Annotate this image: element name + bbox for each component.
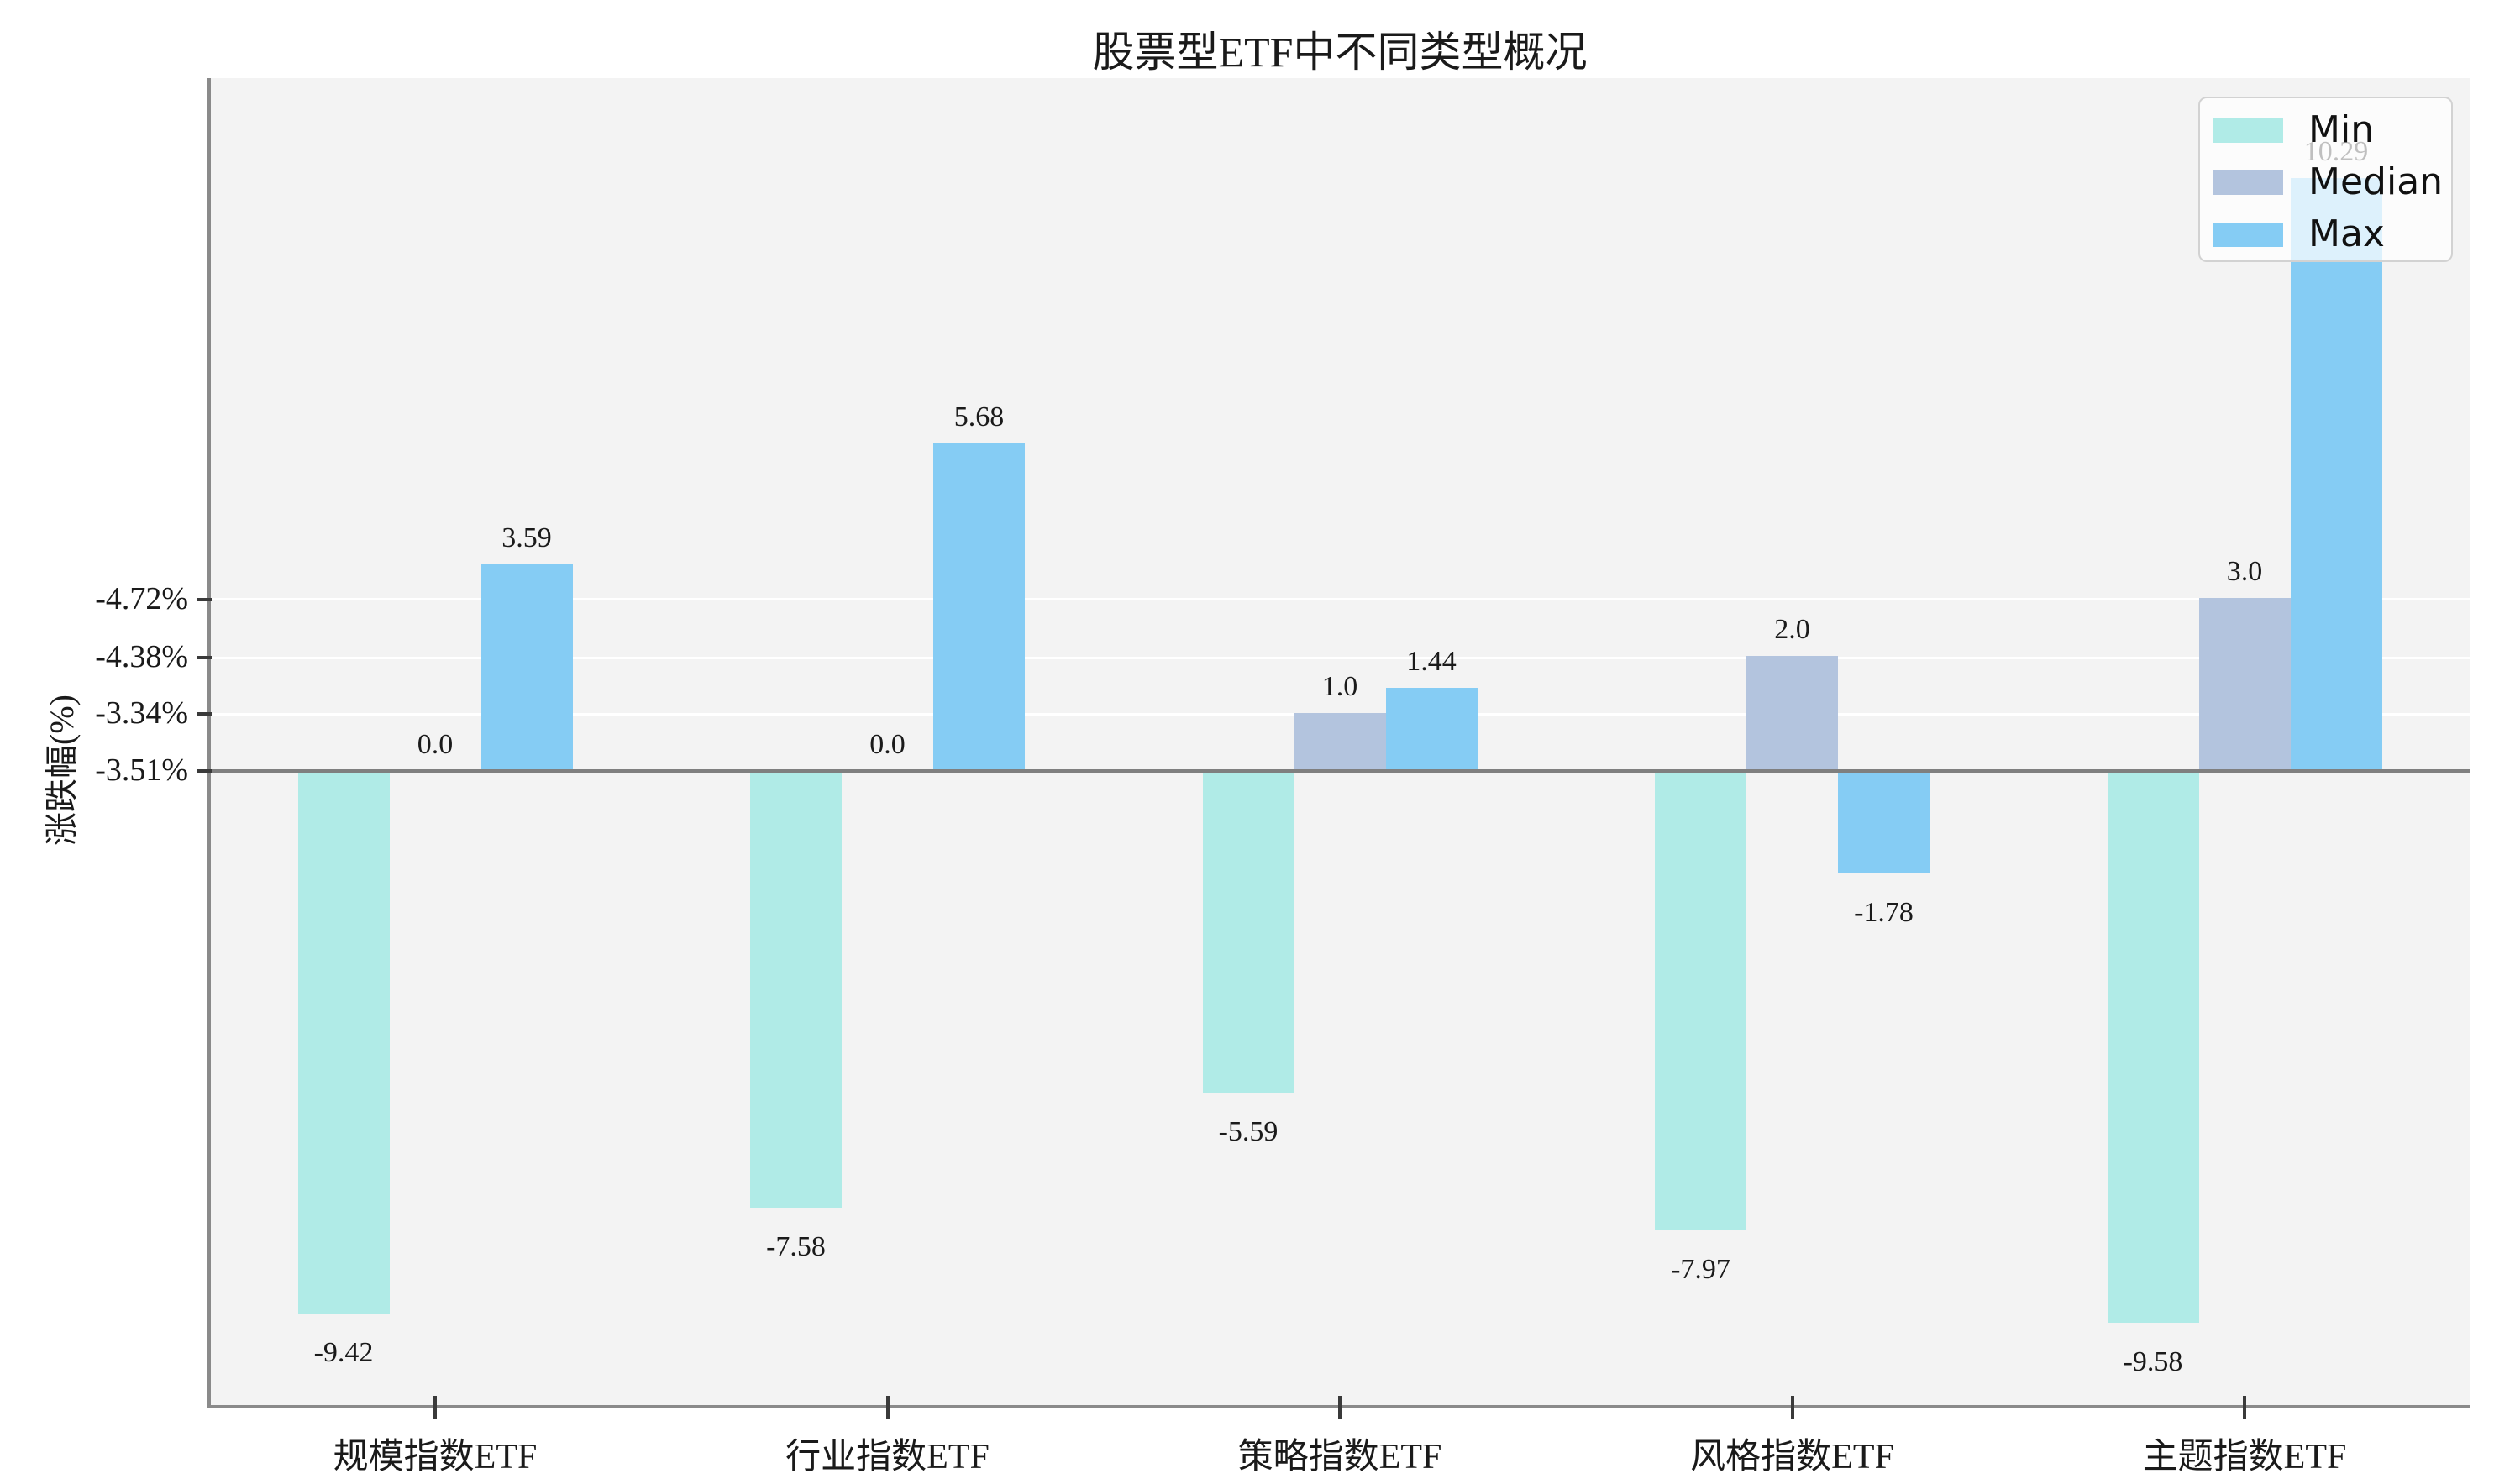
bar-value-label: -7.58 (766, 1230, 826, 1262)
bar-max (480, 564, 573, 771)
bar-min (1202, 771, 1294, 1093)
bar-value-label: 3.0 (2226, 556, 2263, 588)
bar-value-label: 3.59 (501, 522, 552, 553)
y-tick-label: -3.34% (95, 695, 188, 731)
bar-value-label: -9.58 (2123, 1346, 2183, 1378)
y-tick-mark (197, 656, 212, 659)
legend-swatch-min (2213, 118, 2283, 143)
bar-value-label: -1.78 (1854, 897, 1914, 929)
bar-value-label: -9.42 (313, 1337, 374, 1369)
y-tick-mark (197, 598, 212, 601)
bar-median (2198, 598, 2291, 771)
y-tick-label: -3.51% (95, 752, 188, 788)
bar-min (2107, 771, 2199, 1324)
legend-item-median: Median (2213, 164, 2443, 201)
x-tick-mark (433, 1396, 437, 1419)
y-tick-mark (197, 769, 212, 773)
bar-max (1838, 771, 1930, 874)
zero-line (210, 769, 2470, 773)
bar-min (297, 771, 390, 1314)
bar-min (750, 771, 842, 1208)
bar-max (1385, 688, 1478, 771)
y-tick-mark (197, 712, 212, 716)
legend-label: Median (2308, 160, 2444, 203)
legend-item-min: Min (2213, 112, 2374, 149)
x-tick-label: 风格指数ETF (1690, 1438, 1894, 1476)
bar-median (1746, 655, 1838, 771)
x-tick-mark (2243, 1396, 2246, 1419)
bar-max (2290, 178, 2382, 771)
x-tick-label: 行业指数ETF (785, 1438, 990, 1476)
bar-min (1655, 771, 1746, 1230)
x-tick-label: 策略指数ETF (1237, 1438, 1442, 1476)
legend-label: Max (2308, 212, 2385, 255)
bar-value-label: 5.68 (953, 401, 1005, 433)
gridline (210, 598, 2470, 600)
bar-value-label: 1.0 (1321, 671, 1358, 703)
legend-swatch-median (2213, 170, 2283, 195)
bar-max (933, 443, 1025, 771)
bar-value-label: -5.59 (1218, 1116, 1279, 1148)
bar-value-label: 1.44 (1406, 646, 1457, 678)
x-tick-mark (885, 1396, 890, 1419)
bar-value-label: 0.0 (417, 729, 454, 760)
gridline (210, 657, 2470, 659)
bar-value-label: -7.97 (1671, 1253, 1730, 1285)
legend-label: Min (2308, 108, 2375, 151)
bar-median (1294, 713, 1386, 771)
bar-value-label: 2.0 (1774, 613, 1810, 645)
y-axis-title: 涨跌幅(%) (43, 695, 81, 846)
x-tick-label: 规模指数ETF (333, 1438, 538, 1476)
legend: Min Median Max (2198, 97, 2453, 262)
x-tick-mark (1338, 1396, 1342, 1419)
y-tick-label: -4.72% (95, 581, 188, 616)
y-axis-spine (207, 78, 211, 1408)
legend-swatch-max (2213, 222, 2283, 247)
legend-item-max: Max (2213, 216, 2385, 253)
chart-title: 股票型ETF中不同类型概况 (1092, 29, 1588, 76)
x-tick-mark (1790, 1396, 1794, 1419)
bar-value-label: 0.0 (869, 729, 906, 760)
y-tick-label: -4.38% (95, 639, 188, 674)
x-tick-label: 主题指数ETF (2142, 1438, 2347, 1476)
